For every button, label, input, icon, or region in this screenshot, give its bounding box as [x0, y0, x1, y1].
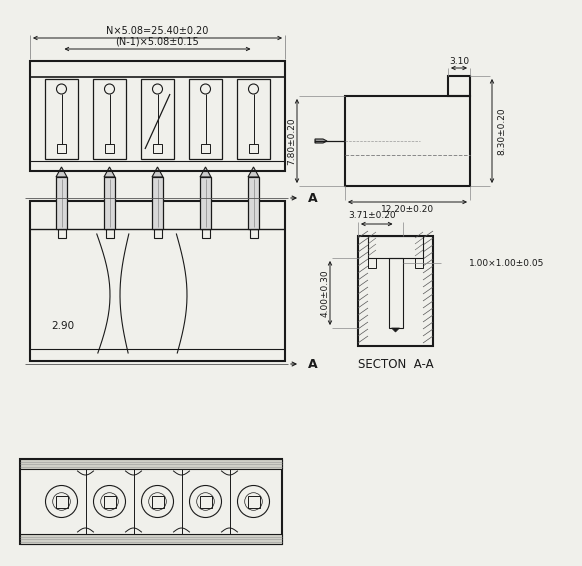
Bar	[151, 495, 164, 508]
Bar	[57, 144, 66, 153]
Text: 3.10: 3.10	[449, 57, 469, 66]
Polygon shape	[56, 167, 67, 177]
Bar	[201, 229, 210, 238]
Bar	[154, 229, 161, 238]
Bar	[368, 258, 376, 268]
Text: 4.00±0.30: 4.00±0.30	[321, 269, 329, 317]
Bar	[55, 495, 68, 508]
Text: A: A	[308, 191, 318, 204]
Bar	[93, 79, 126, 159]
Bar	[345, 96, 470, 186]
Bar	[153, 144, 162, 153]
Bar	[368, 236, 423, 258]
Text: 8.30±0.20: 8.30±0.20	[497, 107, 506, 155]
Text: 7.80±0.20: 7.80±0.20	[288, 117, 296, 165]
Bar	[58, 229, 66, 238]
Bar	[248, 177, 259, 229]
Bar	[30, 61, 285, 171]
Polygon shape	[200, 167, 211, 177]
Bar	[415, 258, 423, 268]
Polygon shape	[248, 167, 259, 177]
Bar	[201, 144, 210, 153]
Text: 3.71±0.20: 3.71±0.20	[348, 212, 396, 221]
Bar	[45, 79, 78, 159]
Bar	[105, 144, 114, 153]
Text: SECTON  A-A: SECTON A-A	[358, 358, 434, 371]
Bar	[152, 177, 163, 229]
Text: 2.90: 2.90	[51, 321, 74, 331]
Bar	[141, 79, 174, 159]
Bar	[250, 229, 257, 238]
Bar	[358, 236, 433, 346]
Polygon shape	[104, 167, 115, 177]
Bar	[56, 177, 67, 229]
Bar	[247, 495, 260, 508]
Bar	[237, 79, 270, 159]
Bar	[448, 76, 470, 96]
Text: (N-1)×5.08±0.15: (N-1)×5.08±0.15	[116, 37, 200, 47]
Polygon shape	[315, 139, 327, 143]
Text: A: A	[308, 358, 318, 371]
Polygon shape	[392, 328, 399, 332]
Text: 12.20±0.20: 12.20±0.20	[381, 204, 434, 213]
Bar	[20, 534, 282, 544]
Bar	[249, 144, 258, 153]
Text: 1.00×1.00±0.05: 1.00×1.00±0.05	[469, 259, 544, 268]
Bar	[30, 201, 285, 361]
Bar	[20, 459, 282, 469]
Polygon shape	[152, 167, 163, 177]
Bar	[200, 177, 211, 229]
Bar	[20, 459, 282, 544]
Bar	[105, 229, 113, 238]
Bar	[189, 79, 222, 159]
Bar	[104, 495, 115, 508]
Bar	[389, 258, 403, 328]
Text: N×5.08=25.40±0.20: N×5.08=25.40±0.20	[107, 26, 209, 36]
Bar	[200, 495, 211, 508]
Bar	[104, 177, 115, 229]
